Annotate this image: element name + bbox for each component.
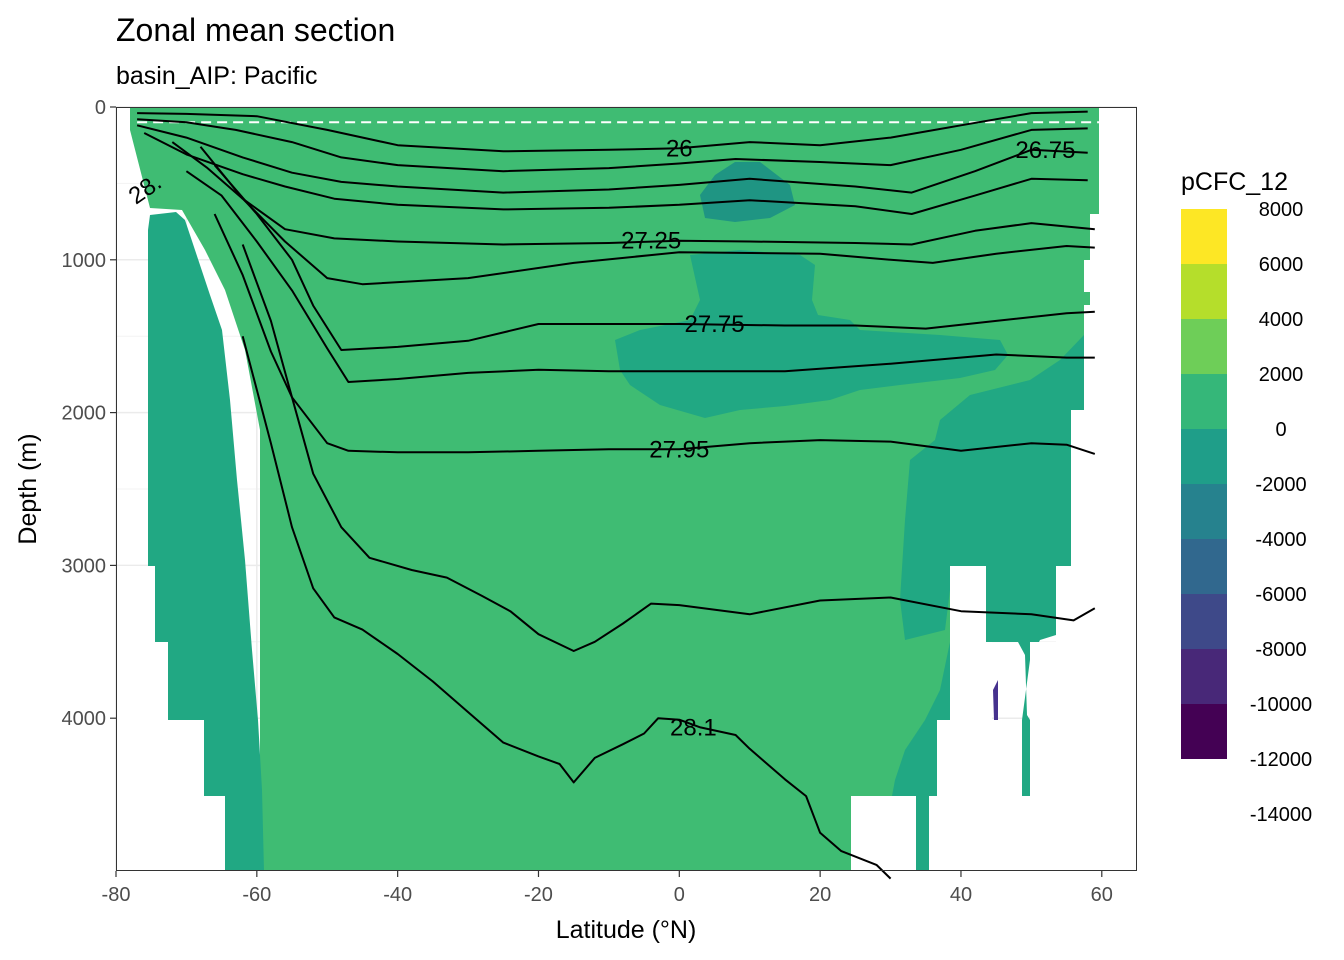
- field-region-western: [148, 212, 264, 871]
- contour-label: 27.95: [649, 436, 709, 463]
- legend-label: -12000: [1250, 749, 1312, 771]
- y-tick-label: 1000: [62, 250, 107, 272]
- legend-label: -2000: [1255, 474, 1306, 496]
- density-contour-line: [143, 132, 1088, 215]
- density-contour-line: [137, 118, 1088, 173]
- density-contour-line: [199, 146, 1095, 286]
- x-tick-label: -20: [524, 884, 553, 906]
- x-axis-title: Latitude (°N): [556, 916, 697, 944]
- field-region-upper: [700, 162, 795, 222]
- land-mask-north: [1030, 107, 1137, 871]
- legend-label: -14000: [1250, 804, 1312, 826]
- contour-label: 26.75: [1015, 137, 1075, 164]
- legend-color-swatch: [1181, 264, 1227, 319]
- density-contour-line: [185, 170, 1095, 383]
- legend-label: 4000: [1259, 309, 1304, 331]
- x-tick-label: -80: [102, 884, 131, 906]
- chart-subtitle: basin_AIP: Pacific: [116, 62, 318, 90]
- y-tick-label: 2000: [62, 403, 107, 425]
- density-contour-line: [136, 124, 1088, 194]
- contour-label: 27.75: [684, 311, 744, 338]
- x-tick-label: 20: [809, 884, 831, 906]
- land-mask-deep: [929, 796, 1030, 871]
- land-mask-ridge: [950, 566, 992, 720]
- field-region-eastern: [900, 335, 1084, 796]
- legend-label: 0: [1275, 419, 1286, 441]
- contour-label: 28.1: [670, 714, 717, 741]
- y-tick-label: 4000: [62, 708, 107, 730]
- filled-contours: [116, 107, 1137, 871]
- legend-color-swatch: [1181, 704, 1227, 759]
- density-contour-labels: 26 26.75 27.25 27.75 27.95 28.1: [621, 135, 1075, 741]
- density-contour-line: [213, 213, 1096, 455]
- x-tick-label: -40: [383, 884, 412, 906]
- land-mask-south: [116, 566, 225, 871]
- legend-color-swatch: [1181, 209, 1227, 264]
- x-tick-label: -60: [242, 884, 271, 906]
- y-axis-title: Depth (m): [14, 433, 42, 544]
- field-region-minimum: [993, 680, 998, 720]
- contour-label: 26: [666, 135, 693, 162]
- y-tick-label: 3000: [62, 555, 107, 577]
- y-tick-label: 0: [95, 97, 106, 119]
- legend-label: -10000: [1250, 694, 1312, 716]
- density-contour-line: [241, 335, 892, 880]
- legend-color-swatch: [1181, 429, 1227, 484]
- density-contour-line: [137, 110, 1088, 153]
- land-mask-seamount: [851, 796, 916, 871]
- legend-color-swatch: [1181, 539, 1227, 594]
- legend-label: 8000: [1259, 199, 1304, 221]
- legend-title: pCFC_12: [1181, 168, 1288, 196]
- legend-label: -6000: [1255, 584, 1306, 606]
- legend-label: -8000: [1255, 639, 1306, 661]
- field-region-central: [615, 250, 1008, 418]
- legend-color-swatch: [1181, 484, 1227, 539]
- x-tick-label: 40: [950, 884, 972, 906]
- legend-color-swatch: [1181, 319, 1227, 374]
- legend-color-swatch: [1181, 649, 1227, 704]
- density-contours: [136, 110, 1096, 880]
- legend-label: 6000: [1259, 254, 1304, 276]
- y-axis: 0 1000 2000 3000 4000: [62, 97, 116, 730]
- legend-color-swatch: [1181, 374, 1227, 429]
- chart-title: Zonal mean section: [116, 12, 395, 48]
- plot-border: [116, 107, 1137, 871]
- contour-label: 27.25: [621, 228, 681, 255]
- legend-colorbar: [1181, 209, 1227, 759]
- legend-label: 2000: [1259, 364, 1304, 386]
- field-region-southeast: [892, 642, 950, 871]
- density-contour-line: [171, 141, 1095, 246]
- legend-labels: 8000 6000 4000 2000 0 -2000 -4000 -6000 -8000 -10…: [1250, 199, 1312, 826]
- legend-color-swatch: [1181, 594, 1227, 649]
- field-region-0-2000: [130, 107, 1099, 871]
- x-tick-label: 60: [1091, 884, 1113, 906]
- legend: pCFC_12 8000 6000 4000 2000 0 -2000 -4000 -6000…: [1181, 168, 1312, 826]
- x-axis: -80 -60 -40 -20 0 20 40 60: [102, 871, 1113, 906]
- density-contour-line: [213, 164, 1095, 351]
- density-contour-line: [241, 244, 1096, 652]
- legend-label: -4000: [1255, 529, 1306, 551]
- x-tick-label: 0: [674, 884, 685, 906]
- land-mask-trench: [937, 720, 1022, 796]
